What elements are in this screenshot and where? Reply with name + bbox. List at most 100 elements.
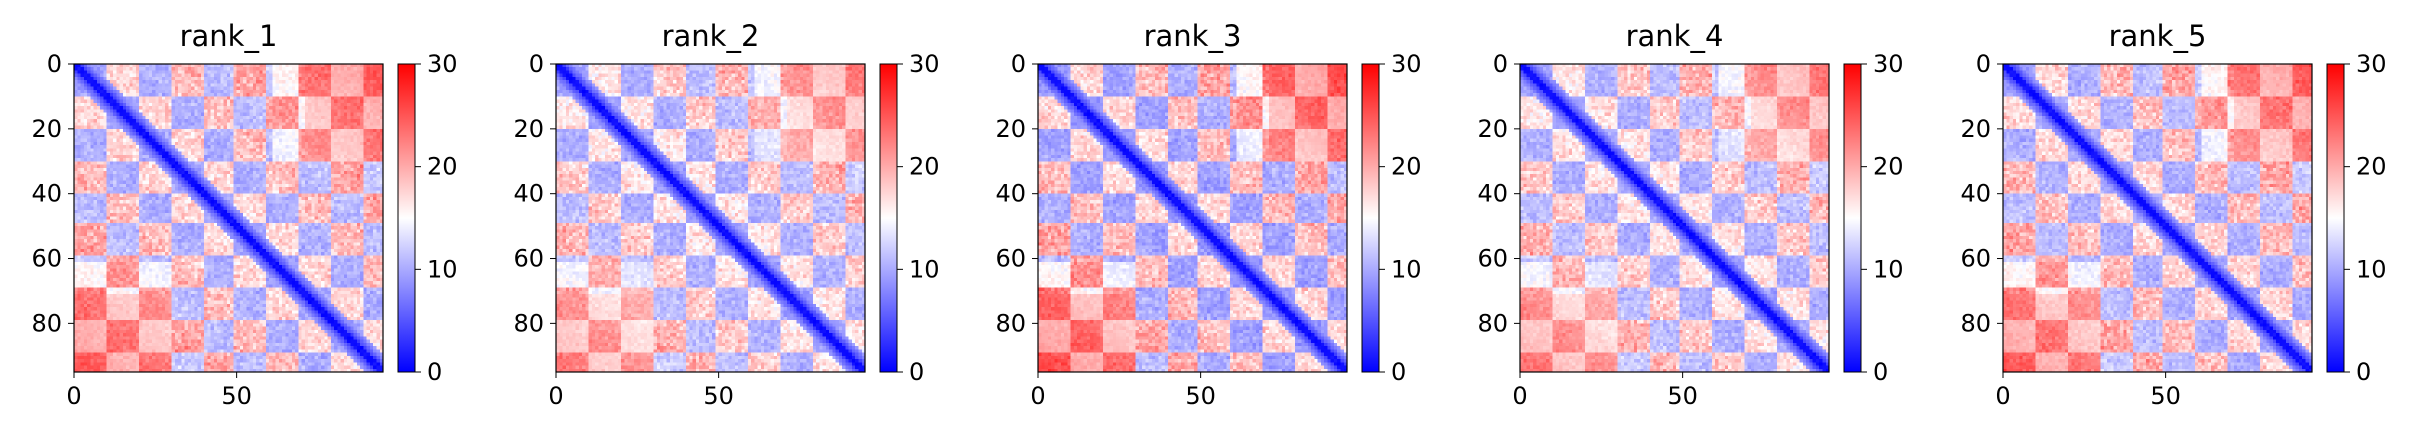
heatmap-cell	[103, 100, 107, 104]
heatmap-cell	[181, 158, 185, 162]
heatmap-cell	[376, 93, 380, 97]
heatmap-cell	[334, 96, 338, 100]
heatmap-cell	[308, 135, 312, 139]
heatmap-cell	[97, 116, 101, 120]
heatmap-cell	[123, 100, 127, 104]
heatmap-cell	[331, 80, 335, 84]
heatmap-cell	[155, 152, 159, 156]
heatmap-cell	[175, 155, 179, 159]
heatmap-cell	[243, 129, 247, 133]
heatmap-cell	[227, 152, 231, 156]
heatmap-cell	[87, 113, 91, 117]
heatmap-cell	[162, 87, 166, 91]
heatmap-cell	[84, 83, 88, 87]
heatmap-cell	[295, 109, 299, 113]
heatmap-cell	[185, 93, 189, 97]
heatmap-cell	[159, 74, 163, 78]
heatmap-cell	[308, 122, 312, 126]
heatmap-cell	[256, 145, 260, 149]
heatmap-cell	[292, 113, 296, 117]
heatmap-cell	[155, 80, 159, 84]
heatmap-cell	[376, 100, 380, 104]
heatmap-cell	[347, 103, 351, 107]
heatmap-cell	[129, 135, 133, 139]
heatmap-cell	[334, 93, 338, 97]
heatmap-cell	[292, 100, 296, 104]
heatmap-cell	[315, 100, 319, 104]
heatmap-cell	[282, 90, 286, 94]
heatmap-cell	[100, 77, 104, 81]
heatmap-cell	[188, 87, 192, 91]
heatmap-cell	[185, 122, 189, 126]
heatmap-cell	[100, 67, 104, 71]
heatmap-cell	[168, 135, 172, 139]
heatmap-cell	[224, 142, 228, 146]
heatmap-cell	[285, 132, 289, 136]
heatmap-cell	[129, 126, 133, 130]
heatmap-cell	[178, 122, 182, 126]
heatmap-cell	[139, 67, 143, 71]
heatmap-cell	[344, 155, 348, 159]
heatmap-cell	[373, 96, 377, 100]
heatmap-cell	[211, 109, 215, 113]
heatmap-cell	[243, 132, 247, 136]
heatmap-cell	[152, 152, 156, 156]
heatmap-cell	[367, 90, 371, 94]
heatmap-cell	[155, 119, 159, 123]
heatmap-cell	[266, 70, 270, 74]
heatmap-cell	[350, 103, 354, 107]
heatmap-cell	[289, 80, 293, 84]
heatmap-cell	[155, 155, 159, 159]
heatmap-cell	[259, 109, 263, 113]
heatmap-cell	[113, 158, 117, 162]
heatmap-cell	[230, 119, 234, 123]
heatmap-cell	[191, 77, 195, 81]
heatmap-cell	[149, 113, 153, 117]
heatmap-cell	[146, 126, 150, 130]
heatmap-cell	[334, 145, 338, 149]
heatmap-cell	[256, 77, 260, 81]
heatmap-cell	[363, 155, 367, 159]
heatmap-cell	[246, 113, 250, 117]
heatmap-cell	[350, 142, 354, 146]
heatmap-cell	[376, 116, 380, 120]
heatmap-cell	[139, 135, 143, 139]
heatmap-cell	[295, 100, 299, 104]
heatmap-cell	[129, 109, 133, 113]
heatmap-cell	[84, 122, 88, 126]
heatmap-cell	[185, 103, 189, 107]
heatmap-cell	[230, 70, 234, 74]
heatmap-cell	[142, 109, 146, 113]
heatmap-cell	[155, 74, 159, 78]
heatmap-cell	[139, 74, 143, 78]
heatmap-cell	[224, 83, 228, 87]
heatmap-cell	[227, 106, 231, 110]
heatmap-cell	[354, 155, 358, 159]
heatmap-cell	[194, 158, 198, 162]
heatmap-cell	[370, 132, 374, 136]
heatmap-cell	[230, 145, 234, 149]
heatmap-cell	[298, 106, 302, 110]
heatmap-cell	[191, 100, 195, 104]
heatmap-cell	[107, 93, 111, 97]
heatmap-cell	[142, 116, 146, 120]
heatmap-cell	[256, 109, 260, 113]
heatmap-cell	[100, 109, 104, 113]
heatmap-cell	[266, 109, 270, 113]
heatmap-cell	[328, 145, 332, 149]
heatmap-cell	[168, 152, 172, 156]
heatmap-cell	[113, 116, 117, 120]
heatmap-cell	[334, 74, 338, 78]
heatmap-cell	[97, 135, 101, 139]
heatmap-cell	[178, 126, 182, 130]
heatmap-cell	[152, 116, 156, 120]
heatmap-cell	[133, 113, 137, 117]
heatmap-cell	[318, 135, 322, 139]
heatmap-cell	[178, 103, 182, 107]
heatmap-cell	[250, 148, 254, 152]
heatmap-cell	[367, 106, 371, 110]
heatmap-cell	[324, 103, 328, 107]
heatmap-cell	[110, 158, 114, 162]
heatmap-cell	[289, 100, 293, 104]
heatmap-cell	[259, 135, 263, 139]
